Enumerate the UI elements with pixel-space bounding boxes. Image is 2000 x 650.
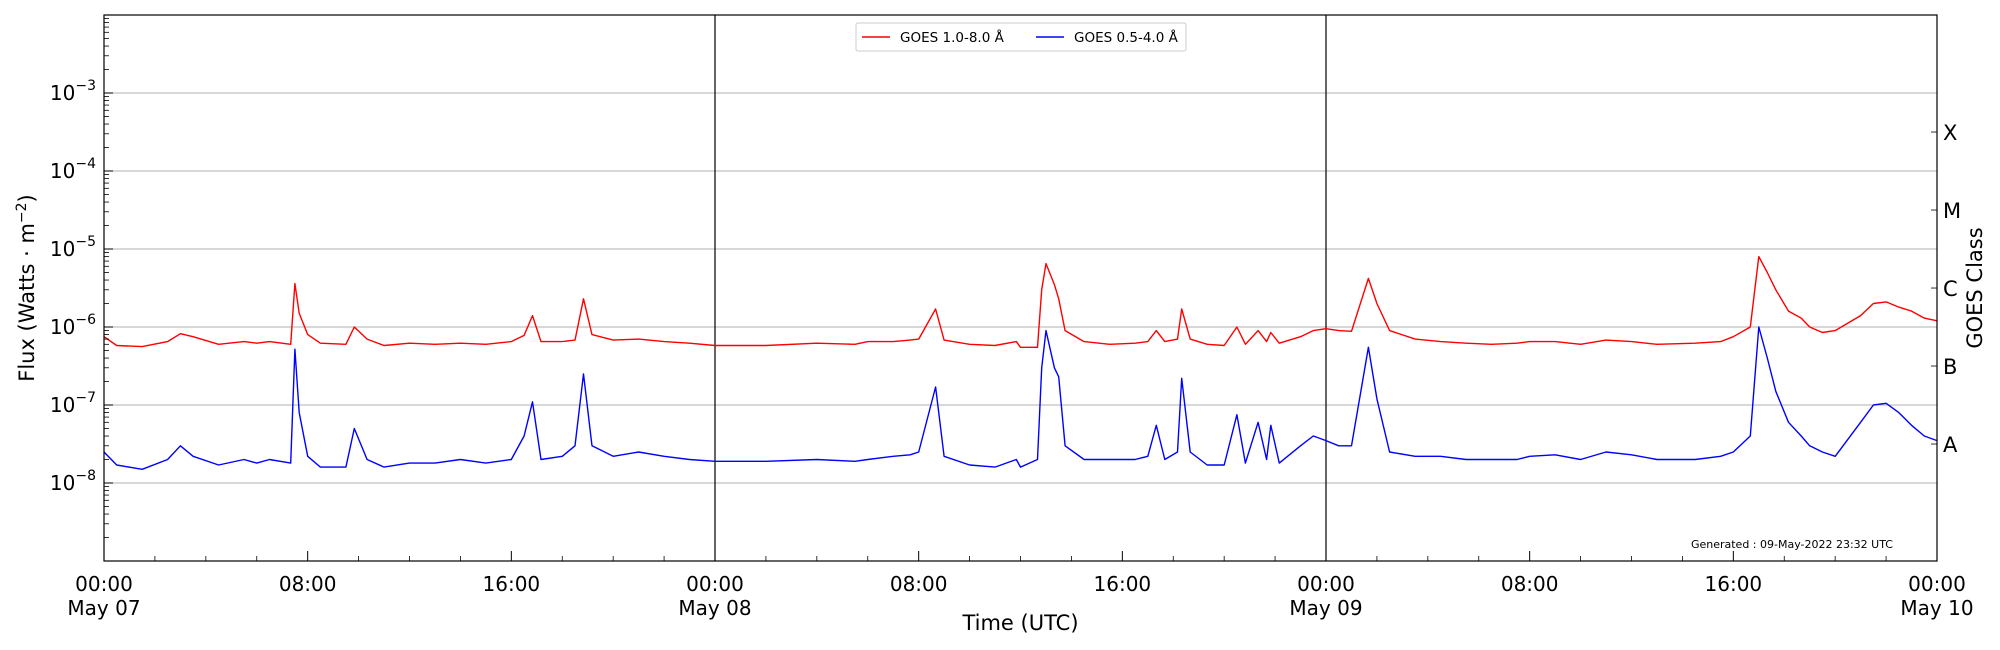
plot-frame (103, 14, 1938, 562)
x-tick-label: 00:00 (75, 572, 133, 596)
legend-label-soft-channel: GOES 1.0-8.0 Å (900, 29, 1005, 46)
horizontal-grid (104, 92, 1937, 484)
goes-class-x: X (1943, 121, 1957, 145)
goes-class-m: M (1943, 199, 1961, 223)
x-axis-title: Time (UTC) (961, 611, 1078, 635)
y-tick-label: 10−6 (50, 312, 96, 339)
legend: GOES 1.0-8.0 Å GOES 0.5-4.0 Å (855, 22, 1187, 52)
goes-class-c: C (1943, 277, 1958, 301)
legend-box (855, 22, 1187, 52)
goes-class-b: B (1943, 355, 1957, 379)
y-axis-ticks: 10−8 10−7 10−6 10−5 10−4 10−3 (50, 18, 113, 538)
x-tick-label: 00:00 (1908, 572, 1966, 596)
x-tick-label: 08:00 (890, 572, 948, 596)
generated-timestamp: Generated : 09-May-2022 23:32 UTC (1691, 538, 1893, 551)
right-axis-title: GOES Class (1963, 227, 1987, 348)
x-tick-label: 00:00 (686, 572, 744, 596)
series-line-1 (103, 326, 1938, 470)
y-tick-label: 10−8 (50, 468, 96, 495)
day-separator-lines (714, 15, 1327, 561)
x-tick-label: 16:00 (1705, 572, 1763, 596)
series-layer (103, 255, 1938, 470)
y-tick-label: 10−4 (50, 156, 96, 183)
y-tick-label: 10−5 (50, 234, 96, 261)
x-tick-date-label: May 09 (1289, 596, 1362, 620)
x-tick-label: 08:00 (1501, 572, 1559, 596)
x-tick-label: 08:00 (279, 572, 337, 596)
legend-label-hard-channel: GOES 0.5-4.0 Å (1074, 29, 1179, 46)
goes-class-a: A (1943, 433, 1958, 457)
y-tick-label: 10−3 (50, 78, 96, 105)
y-tick-label: 10−7 (50, 390, 96, 417)
x-tick-date-label: May 10 (1900, 596, 1973, 620)
x-tick-date-label: May 08 (678, 596, 751, 620)
x-tick-date-label: May 07 (67, 596, 140, 620)
goes-class-labels: A B C M X (1931, 121, 1961, 457)
y-axis-title: Flux (Watts · m−2) (14, 194, 39, 382)
x-tick-label: 16:00 (483, 572, 541, 596)
series-line-0 (103, 255, 1938, 348)
x-tick-label: 16:00 (1094, 572, 1152, 596)
x-tick-label: 00:00 (1297, 572, 1355, 596)
